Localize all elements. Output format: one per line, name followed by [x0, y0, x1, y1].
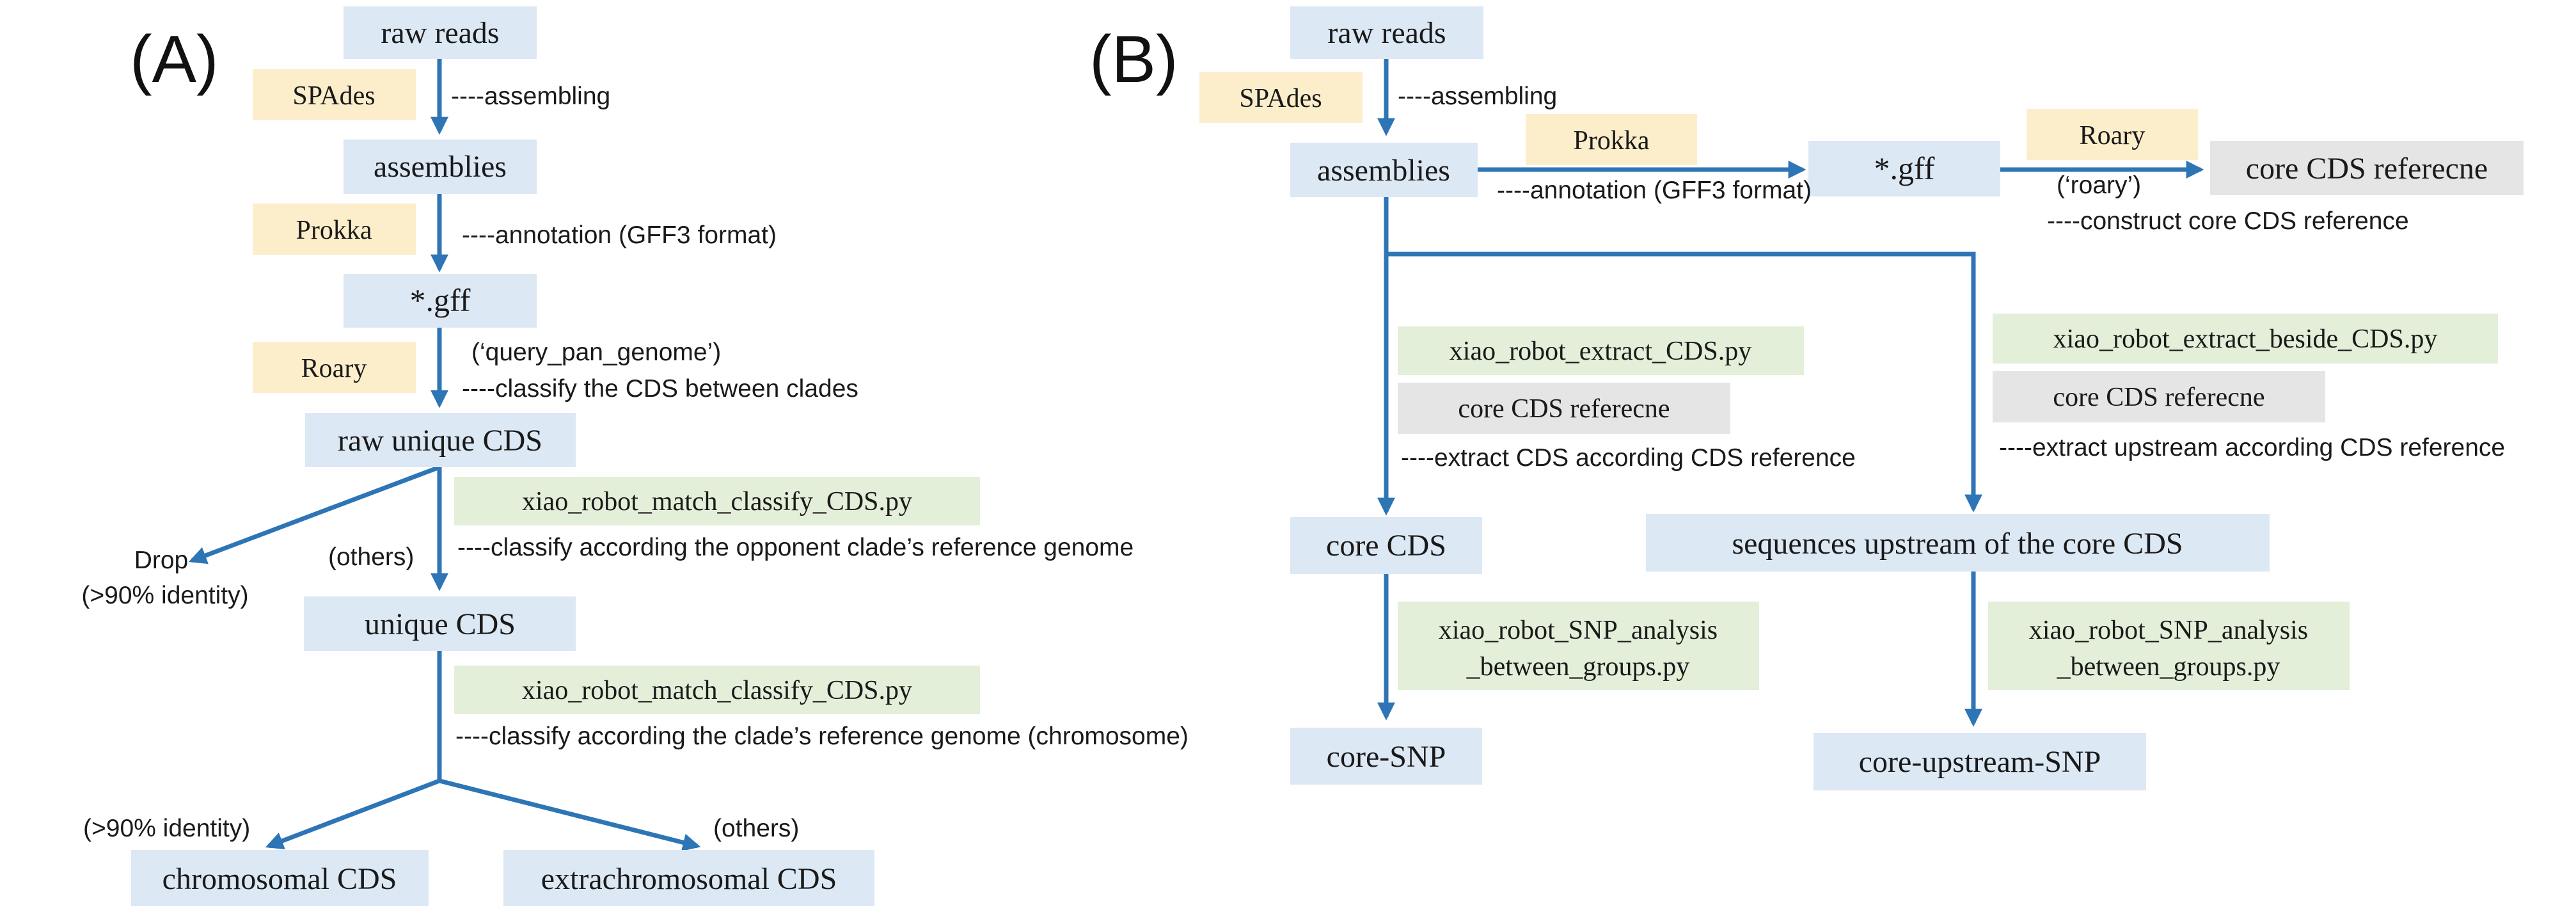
b-tool-prokka-box [1526, 114, 1697, 165]
b-node-upstream: sequences upstream of the core CDS [1732, 527, 2183, 561]
note-classify-between-clades: ----classify the CDS between clades [462, 375, 858, 403]
b-node-gff-box [1808, 141, 2000, 196]
b-script-extract-beside-box [1993, 314, 2498, 364]
tool-spades-box [253, 69, 416, 120]
b-node-assemblies: assemblies [1317, 154, 1450, 188]
script-match-2: xiao_robot_match_classify_CDS.py [522, 676, 912, 705]
node-assemblies-box [344, 140, 537, 194]
b-snp-right-box [1988, 602, 2350, 690]
tool-prokka-box [253, 204, 416, 255]
b-node-raw-reads: raw reads [1327, 16, 1446, 50]
script-match-1: xiao_robot_match_classify_CDS.py [522, 487, 912, 516]
note-assembling-a: ----assembling [451, 83, 610, 110]
panel-b-label: (B) [1089, 22, 1178, 97]
b-node-core-upstream-snp: core-upstream-SNP [1859, 745, 2101, 779]
b-note-extract-upstream: ----extract upstream according CDS refer… [1999, 434, 2505, 461]
node-assemblies: assemblies [374, 150, 507, 184]
b-node-upstream-box [1646, 514, 2270, 572]
panel-a: (A) raw reads assemblies *.gff raw uniqu… [81, 6, 1189, 906]
node-chromosomal-cds-box [131, 850, 429, 906]
b-snp-left-line1: xiao_robot_SNP_analysis [1439, 616, 1718, 645]
b-tool-roary: Roary [2080, 121, 2145, 150]
note-identity-90: (>90% identity) [83, 815, 250, 842]
panel-b: (B) raw reads assemblies *.gff core CDS … [1089, 6, 2524, 790]
arrow-b-to-upstream [1386, 252, 1982, 513]
b-snp-right-line1: xiao_robot_SNP_analysis [2029, 616, 2308, 645]
node-gff: *.gff [410, 282, 471, 318]
b-snp-right-line2: _between_groups.py [2057, 652, 2280, 682]
tool-spades: SPAdes [292, 81, 375, 111]
b-tool-spades: SPAdes [1239, 84, 1322, 113]
note-drop-identity: (>90% identity) [81, 582, 248, 609]
b-node-core-cds: core CDS [1326, 529, 1446, 563]
b-node-core-snp: core-SNP [1327, 740, 1446, 774]
node-chromosomal-cds: chromosomal CDS [162, 862, 397, 896]
b-note-roary-quote: (‘roary’) [2057, 172, 2141, 199]
note-classify-chromosome: ----classify according the clade’s refer… [455, 723, 1189, 750]
b-node-core-cds-reference-box [2210, 141, 2524, 195]
arrow-to-extrachromosomal [439, 778, 701, 852]
b-note-construct-reference: ----construct core CDS reference [2047, 207, 2409, 235]
b-node-core-cds-reference: core CDS referecne [2246, 152, 2488, 186]
node-raw-unique-cds-box [305, 413, 576, 467]
b-ref-right: core CDS referecne [2053, 383, 2264, 412]
note-classify-opponent: ----classify according the opponent clad… [457, 534, 1134, 561]
b-node-core-cds-box [1290, 517, 1482, 574]
b-script-extract-cds-box [1398, 326, 1804, 375]
b-node-assemblies-box [1290, 143, 1478, 197]
note-annotation-a: ----annotation (GFF3 format) [462, 221, 777, 249]
node-unique-cds: unique CDS [365, 607, 516, 641]
tool-roary-box [253, 342, 416, 393]
node-extrachromosomal-cds: extrachromosomal CDS [541, 862, 837, 896]
b-script-extract-cds: xiao_robot_extract_CDS.py [1450, 337, 1751, 366]
note-others-2: (others) [713, 815, 799, 842]
b-tool-roary-box [2027, 109, 2198, 160]
note-drop: Drop [134, 547, 189, 574]
node-gff-box [344, 274, 537, 328]
node-raw-reads-box [344, 6, 537, 59]
arrow-to-chromosomal [265, 778, 441, 850]
tool-prokka: Prokka [296, 216, 372, 245]
b-script-extract-beside: xiao_robot_extract_beside_CDS.py [2053, 324, 2438, 354]
node-raw-unique-cds: raw unique CDS [338, 424, 542, 458]
b-note-annotation: ----annotation (GFF3 format) [1497, 177, 1812, 204]
b-note-assembling: ----assembling [1398, 83, 1557, 110]
node-raw-reads: raw reads [381, 16, 499, 50]
arrow-to-drop [188, 465, 441, 564]
note-query-pan-genome: (‘query_pan_genome’) [471, 339, 721, 366]
b-ref-right-box [1993, 371, 2325, 422]
note-others-1: (others) [328, 543, 414, 571]
b-snp-left-line2: _between_groups.py [1466, 652, 1690, 682]
b-node-core-upstream-snp-box [1813, 733, 2146, 790]
b-snp-left-box [1398, 602, 1759, 690]
b-node-core-snp-box [1290, 728, 1482, 785]
b-ref-left: core CDS referecne [1458, 394, 1670, 424]
b-node-gff: *.gff [1874, 150, 1935, 186]
b-tool-prokka: Prokka [1574, 126, 1650, 156]
node-unique-cds-box [304, 596, 576, 651]
script-match-2-box [454, 666, 980, 714]
b-node-raw-reads-box [1290, 6, 1483, 59]
tool-roary: Roary [301, 354, 367, 383]
b-note-extract-cds: ----extract CDS according CDS reference [1401, 444, 1856, 472]
b-tool-spades-box [1199, 72, 1363, 123]
script-match-1-box [454, 477, 980, 525]
node-extrachromosomal-cds-box [503, 850, 874, 906]
panel-a-label: (A) [130, 22, 219, 97]
b-ref-left-box [1398, 383, 1730, 434]
